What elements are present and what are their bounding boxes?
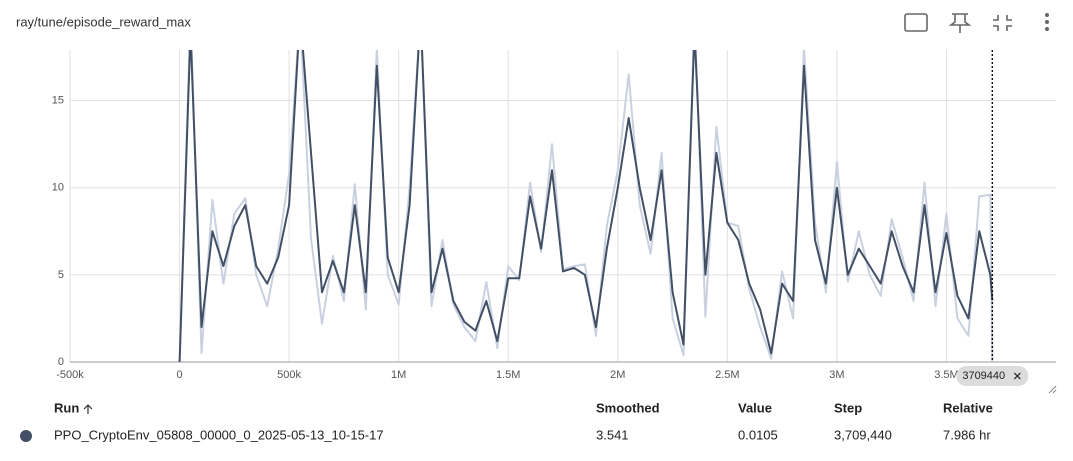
- card-title: ray/tune/episode_reward_max: [16, 14, 191, 29]
- series-group: [178, 50, 994, 363]
- column-header[interactable]: Step: [834, 400, 862, 415]
- hover-close: [1013, 372, 1021, 380]
- smoothed-value: 3.541: [596, 427, 629, 442]
- column-header[interactable]: Run: [54, 400, 79, 415]
- x-tick-label: 1.5M: [496, 369, 520, 381]
- relative-time: 7.986 hr: [943, 427, 991, 442]
- collapse-icon[interactable]: [993, 15, 1012, 31]
- y-tick-label: 5: [58, 269, 64, 281]
- x-tick-label: 2.5M: [715, 369, 739, 381]
- x-tick-label: 3M: [829, 369, 844, 381]
- fit-icon[interactable]: [904, 13, 928, 32]
- run-swatch: [20, 430, 32, 442]
- y-tick-label: 10: [52, 182, 64, 194]
- column-header[interactable]: Smoothed: [596, 400, 660, 415]
- hover-chip: [956, 366, 1029, 386]
- toolbar[interactable]: [904, 13, 1012, 33]
- run-name: PPO_CryptoEnv_05808_00000_0_2025-05-13_1…: [54, 427, 384, 442]
- column-header[interactable]: Value: [738, 400, 772, 415]
- series-line: [178, 50, 994, 363]
- x-tick-label: -500k: [56, 369, 84, 381]
- x-tick-label: 500k: [277, 369, 301, 381]
- y-tick-label: 0: [58, 356, 64, 368]
- x-tick-label: 3.5M: [934, 369, 958, 381]
- sort-icon: [83, 404, 93, 414]
- column-header[interactable]: Relative: [943, 400, 993, 415]
- menu-icon[interactable]: [1045, 13, 1049, 31]
- y-tick-label: 15: [52, 94, 64, 106]
- step-value: 3,709,440: [834, 427, 892, 442]
- hover-step: 3709440: [962, 370, 1005, 382]
- x-tick-label: 2M: [610, 369, 625, 381]
- resize-handle[interactable]: [1048, 385, 1057, 394]
- raw-value: 0.0105: [738, 427, 778, 442]
- x-tick-label: 0: [176, 369, 182, 381]
- pin-icon[interactable]: [948, 13, 972, 33]
- x-tick-label: 1M: [391, 369, 406, 381]
